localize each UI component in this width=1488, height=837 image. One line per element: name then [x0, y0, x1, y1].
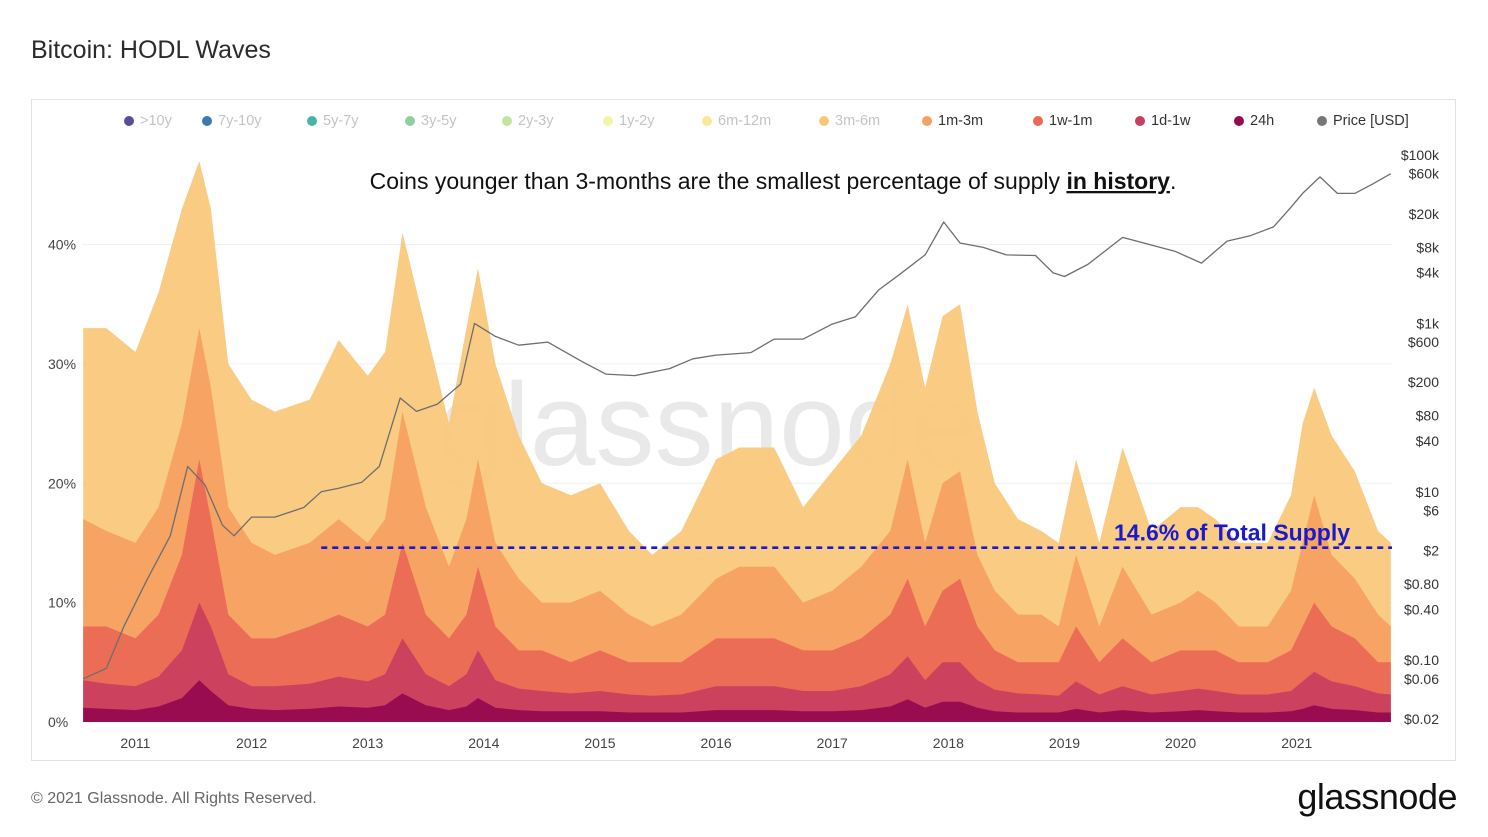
price-line	[82, 173, 1392, 680]
legend-dot-icon	[502, 116, 512, 126]
legend-dot-icon	[603, 116, 613, 126]
legend-label: 3y-5y	[421, 113, 457, 129]
legend-item-3m-6m[interactable]: 3m-6m	[819, 113, 880, 129]
legend-item-3y-5y[interactable]: 3y-5y	[405, 113, 456, 129]
x-tick-label: 2017	[817, 735, 848, 751]
legend-item-1w-1m[interactable]: 1w-1m	[1033, 113, 1093, 129]
legend-label: 6m-12m	[718, 113, 772, 129]
y-right-tick-label: $0.80	[1404, 576, 1439, 592]
y-right-tick-label: $4k	[1416, 265, 1440, 281]
x-tick-label: 2012	[236, 735, 267, 751]
legend-label: 2y-3y	[518, 113, 554, 129]
legend-item-1d-1w[interactable]: 1d-1w	[1135, 113, 1191, 129]
area-1d-1w	[83, 602, 1391, 722]
y-right-tick-label: $0.02	[1404, 711, 1439, 727]
legend-dot-icon	[202, 116, 212, 126]
x-tick-label: 2015	[584, 735, 615, 751]
y-right-tick-label: $20k	[1409, 206, 1440, 222]
y-right-tick-label: $10	[1416, 484, 1440, 500]
x-tick-label: 2013	[352, 735, 383, 751]
y-axis-left: 0% 10% 20% 30% 40%	[48, 237, 76, 730]
x-tick-label: 2014	[468, 735, 499, 751]
annotation-text: Coins younger than 3-months are the smal…	[370, 168, 1067, 194]
legend-item-2y-3y[interactable]: 2y-3y	[502, 113, 553, 129]
area-24h	[83, 680, 1391, 722]
y-left-tick-label: 10%	[48, 595, 76, 611]
chart-annotation: Coins younger than 3-months are the smal…	[370, 168, 1177, 194]
y-right-tick-label: $40	[1416, 433, 1440, 449]
x-tick-label: 2016	[701, 735, 732, 751]
y-right-tick-label: $1k	[1416, 315, 1440, 331]
legend-dot-icon	[405, 116, 415, 126]
chart-legend: >10y 7y-10y 5y-7y 3y-5y 2y-3y 1y-2y 6m-12m 3m-6…	[32, 100, 1457, 140]
legend-dot-icon	[922, 116, 932, 126]
legend-dot-icon	[124, 116, 134, 126]
copyright-text: © 2021 Glassnode. All Rights Reserved.	[31, 790, 317, 807]
y-right-tick-label: $8k	[1416, 239, 1440, 255]
legend-label: 1w-1m	[1049, 113, 1093, 129]
page-title: Bitcoin: HODL Waves	[31, 36, 271, 64]
legend-label: 1y-2y	[619, 113, 655, 129]
y-left-tick-label: 40%	[48, 237, 76, 253]
legend-dot-icon	[1317, 116, 1327, 126]
legend-item-24h[interactable]: 24h	[1234, 113, 1274, 129]
x-axis: 2011 2012 2013 2014 2015 2016 2017 2018 2019 2020…	[120, 735, 1312, 751]
area-series	[83, 161, 1391, 722]
legend-label: 7y-10y	[218, 113, 262, 129]
y-right-tick-label: $0.40	[1404, 601, 1439, 617]
legend-item-1m-3m[interactable]: 1m-3m	[922, 113, 983, 129]
legend-label: 24h	[1250, 113, 1275, 129]
x-tick-label: 2019	[1049, 735, 1080, 751]
x-tick-label: 2020	[1165, 735, 1196, 751]
legend-item-price-usd[interactable]: Price [USD]	[1317, 113, 1409, 129]
y-left-tick-label: 30%	[48, 356, 76, 372]
reference-line-label: 14.6% of Total Supply	[1114, 520, 1350, 546]
legend-dot-icon	[1033, 116, 1043, 126]
legend-item-1y-2y[interactable]: 1y-2y	[603, 113, 654, 129]
glassnode-logo[interactable]: glassnode	[1297, 776, 1457, 817]
annotation-emphasis: in history	[1066, 168, 1170, 194]
legend-label: 3m-6m	[835, 113, 881, 129]
y-right-tick-label: $100k	[1401, 147, 1440, 163]
legend-dot-icon	[819, 116, 829, 126]
y-axis-right: $100k $60k $20k $8k $4k $1k $600 $200 $80 $40 $10 $…	[1401, 147, 1440, 727]
legend-item-10y[interactable]: >10y	[124, 113, 172, 129]
legend-dot-icon	[702, 116, 712, 126]
chart-frame: >10y 7y-10y 5y-7y 3y-5y 2y-3y 1y-2y 6m-12m 3m-6…	[31, 99, 1456, 761]
y-right-tick-label: $600	[1408, 334, 1439, 350]
legend-label: 1d-1w	[1151, 113, 1191, 129]
legend-item-7y-10y[interactable]: 7y-10y	[202, 113, 262, 129]
y-right-tick-label: $2	[1423, 543, 1439, 559]
y-right-tick-label: $200	[1408, 374, 1439, 390]
y-right-tick-label: $6	[1423, 502, 1439, 518]
legend-item-5y-7y[interactable]: 5y-7y	[307, 113, 358, 129]
y-left-tick-label: 20%	[48, 475, 76, 491]
annotation-end: .	[1170, 168, 1176, 194]
y-right-tick-label: $0.06	[1404, 671, 1439, 687]
legend-label: 5y-7y	[323, 113, 359, 129]
legend-item-6m-12m[interactable]: 6m-12m	[702, 113, 771, 129]
y-right-tick-label: $80	[1416, 408, 1440, 424]
legend-label: 1m-3m	[938, 113, 984, 129]
y-right-tick-label: $60k	[1409, 166, 1440, 182]
legend-dot-icon	[1234, 116, 1244, 126]
x-tick-label: 2021	[1281, 735, 1312, 751]
legend-label: >10y	[140, 113, 172, 129]
legend-dot-icon	[307, 116, 317, 126]
legend-label: Price [USD]	[1333, 113, 1409, 129]
y-right-tick-label: $0.10	[1404, 652, 1439, 668]
x-tick-label: 2011	[120, 735, 150, 751]
legend-dot-icon	[1135, 116, 1145, 126]
y-left-tick-label: 0%	[48, 714, 68, 730]
x-tick-label: 2018	[933, 735, 964, 751]
